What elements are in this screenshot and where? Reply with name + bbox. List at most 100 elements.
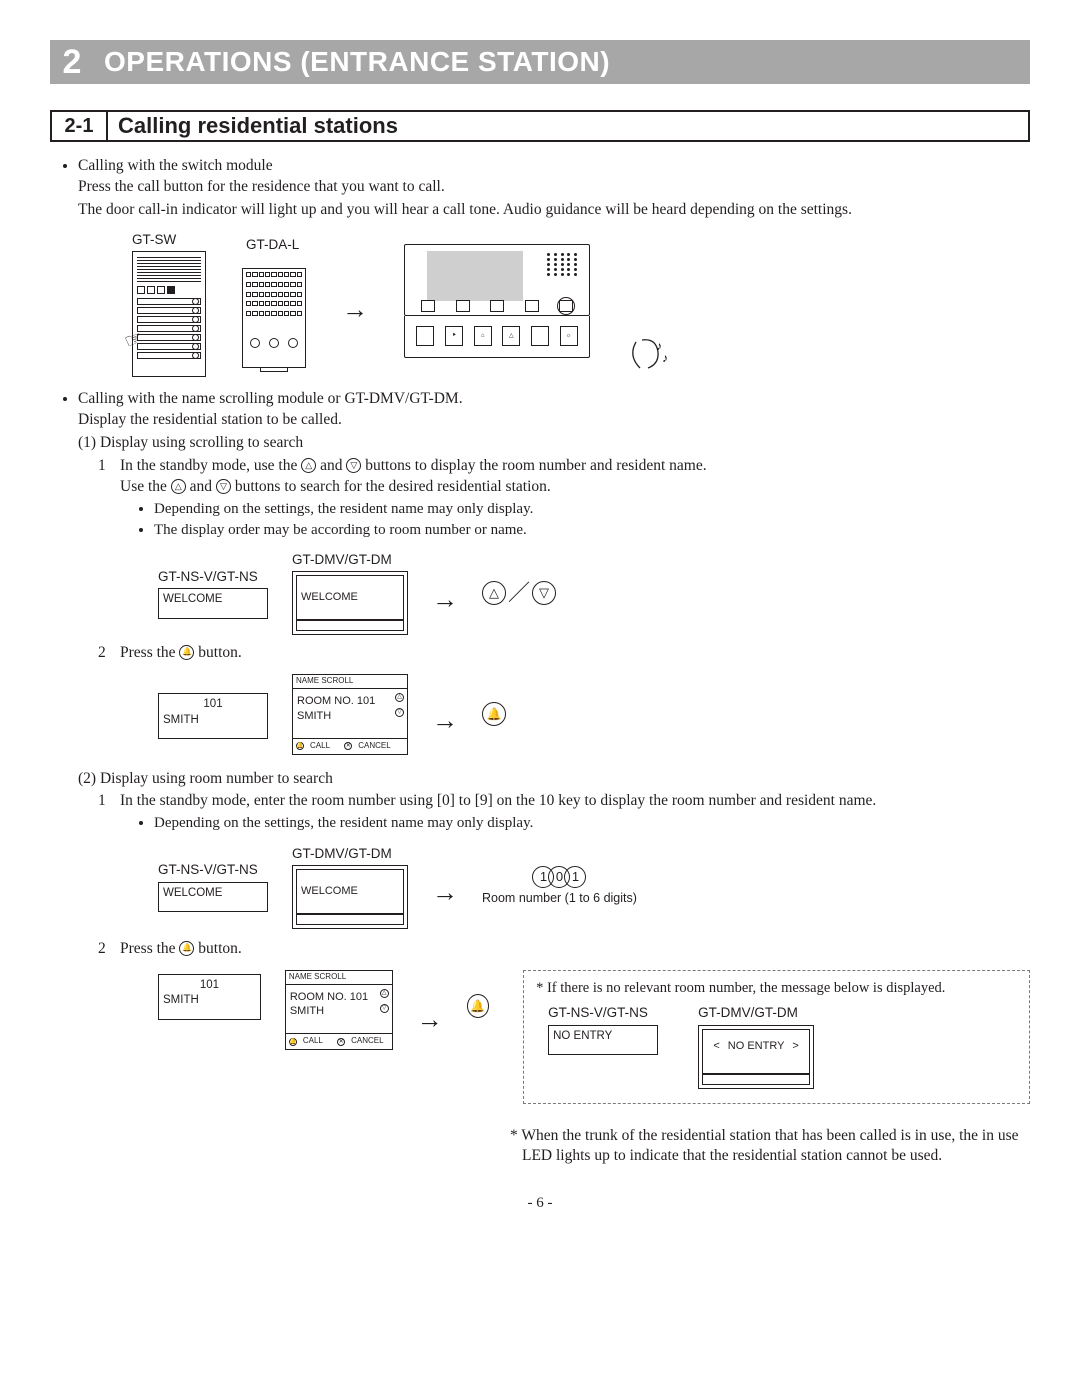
t: WELCOME: [163, 593, 222, 605]
dm-label: GT-DMV/GT-DM: [292, 845, 408, 863]
t: and: [316, 457, 346, 474]
up-icon: △: [171, 479, 186, 494]
switch-module-line1: Press the call button for the residence …: [78, 177, 1030, 198]
section-header: 2-1 Calling residential stations: [50, 110, 1030, 142]
t: Press the: [120, 644, 179, 661]
t: WELCOME: [301, 885, 358, 897]
arrow-icon: →: [432, 703, 458, 738]
t: NO ENTRY: [728, 1039, 785, 1054]
ns-label: GT-NS-V/GT-NS: [158, 861, 268, 879]
t: button.: [194, 644, 241, 661]
no-entry-note: * If there is no relevant room number, t…: [523, 970, 1030, 1104]
arrow-icon: →: [432, 582, 458, 617]
bullet: Depending on the settings, the resident …: [154, 499, 707, 519]
t: CANCEL: [351, 1036, 383, 1047]
chapter-number: 2: [50, 40, 94, 84]
t: CALL: [310, 741, 330, 752]
switch-module-heading: Calling with the switch module: [78, 157, 273, 174]
lcd-ns-noentry: NO ENTRY: [548, 1025, 658, 1056]
ns-label: GT-NS-V/GT-NS: [158, 568, 268, 586]
t: buttons to display the room number and r…: [361, 457, 706, 474]
sub1-title: (1) Display using scrolling to search: [78, 433, 1030, 454]
t: CALL: [303, 1036, 323, 1047]
bullet: Depending on the settings, the resident …: [154, 813, 876, 833]
gt-dal-panel: [242, 268, 306, 368]
t: NAME SCROLL: [293, 675, 407, 689]
arrow-icon: →: [342, 292, 368, 327]
t: NAME SCROLL: [286, 971, 392, 985]
t: WELCOME: [163, 887, 222, 899]
lcd-ns-room2: 101 SMITH: [158, 974, 261, 1020]
t: WELCOME: [301, 591, 358, 603]
trunk-note: * When the trunk of the residential stat…: [510, 1126, 1030, 1168]
t: SMITH: [297, 709, 403, 724]
bell-icon: 🔔: [179, 645, 194, 660]
scroll-step-1: 1 In the standby mode, use the △ and ▽ b…: [98, 456, 1030, 541]
lcd-dm-room2: NAME SCROLL ROOM NO. 101 SMITH △▽ 🔔CALL …: [285, 970, 393, 1050]
bell-button-icon: 🔔: [467, 994, 489, 1018]
arrow-icon: →: [417, 1002, 443, 1037]
svg-text:♪: ♪: [662, 351, 668, 365]
scroll-fig-1: GT-NS-V/GT-NS WELCOME GT-DMV/GT-DM WELCO…: [158, 551, 1030, 635]
t: CANCEL: [358, 741, 390, 752]
t: ROOM NO. 101: [290, 990, 388, 1005]
scrolling-heading: Calling with the name scrolling module o…: [78, 390, 463, 407]
dm-label: GT-DMV/GT-DM: [698, 1004, 814, 1022]
t: Press the: [120, 940, 179, 957]
down-button-icon: ▽: [532, 581, 556, 605]
t: 101: [163, 697, 263, 713]
lcd-dm-welcome2: WELCOME: [292, 865, 408, 929]
room-fig-2: 101 SMITH NAME SCROLL ROOM NO. 101 SMITH…: [158, 970, 1030, 1104]
dm-label: GT-DMV/GT-DM: [292, 551, 408, 569]
gt-sw-panel: ☞: [132, 251, 206, 377]
bell-button-icon: 🔔: [482, 702, 506, 726]
gt-sw-label: GT-SW: [132, 231, 206, 249]
lcd-dm-noentry: <NO ENTRY>: [698, 1025, 814, 1089]
t: SMITH: [290, 1004, 388, 1019]
down-icon: ▽: [216, 479, 231, 494]
digits-caption: Room number (1 to 6 digits): [482, 890, 637, 907]
t: Use the: [120, 478, 171, 495]
t: In the standby mode, enter the room numb…: [120, 792, 876, 809]
sub2-title: (2) Display using room number to search: [78, 769, 1030, 790]
digit-1b: 1: [564, 866, 586, 888]
lcd-ns-welcome2: WELCOME: [158, 882, 268, 913]
page-number: - 6 -: [50, 1195, 1030, 1212]
down-icon: ▽: [346, 458, 361, 473]
room-step-2: 2 Press the 🔔 button.: [98, 939, 1030, 960]
t: SMITH: [163, 993, 256, 1009]
content-body: Calling with the switch module Press the…: [50, 156, 1030, 1167]
t: and: [186, 478, 216, 495]
bullet: The display order may be according to ro…: [154, 520, 707, 540]
gt-dal-label: GT-DA-L: [246, 236, 306, 254]
section-number: 2-1: [52, 112, 108, 140]
room-fig-1: GT-NS-V/GT-NS WELCOME GT-DMV/GT-DM WELCO…: [158, 845, 1030, 929]
lcd-ns-room: 101 SMITH: [158, 693, 268, 739]
t: 101: [163, 978, 256, 994]
chapter-title: OPERATIONS (ENTRANCE STATION): [94, 40, 1030, 84]
up-icon: △: [301, 458, 316, 473]
monitor-panel: ⯈⌂△☼: [404, 244, 590, 364]
scroll-fig-2: 101 SMITH NAME SCROLL ROOM NO. 101 SMITH…: [158, 674, 1030, 754]
scrolling-module-item: Calling with the name scrolling module o…: [78, 389, 1030, 1167]
switch-module-figure-row: GT-SW ☞ GT-DA-L: [132, 231, 1030, 377]
switch-module-item: Calling with the switch module Press the…: [78, 156, 1030, 377]
bell-icon: 🔔: [179, 941, 194, 956]
t: buttons to search for the desired reside…: [231, 478, 551, 495]
scroll-step-2: 2 Press the 🔔 button.: [98, 643, 1030, 664]
t: button.: [194, 940, 241, 957]
scrolling-line1: Display the residential station to be ca…: [78, 410, 1030, 431]
switch-module-line2: The door call-in indicator will light up…: [78, 200, 1030, 221]
lcd-dm-welcome: WELCOME: [292, 571, 408, 635]
ns-label: GT-NS-V/GT-NS: [548, 1004, 658, 1022]
t: NO ENTRY: [553, 1030, 612, 1042]
chapter-header: 2 OPERATIONS (ENTRANCE STATION): [50, 40, 1030, 84]
section-title: Calling residential stations: [108, 112, 1028, 140]
lcd-ns-welcome: WELCOME: [158, 588, 268, 619]
no-entry-star: * If there is no relevant room number, t…: [536, 979, 1017, 999]
up-button-icon: △: [482, 581, 506, 605]
t: In the standby mode, use the: [120, 457, 301, 474]
t: SMITH: [163, 713, 263, 729]
lcd-dm-room: NAME SCROLL ROOM NO. 101 SMITH △▽ 🔔CALL …: [292, 674, 408, 754]
t: ROOM NO. 101: [297, 694, 403, 709]
